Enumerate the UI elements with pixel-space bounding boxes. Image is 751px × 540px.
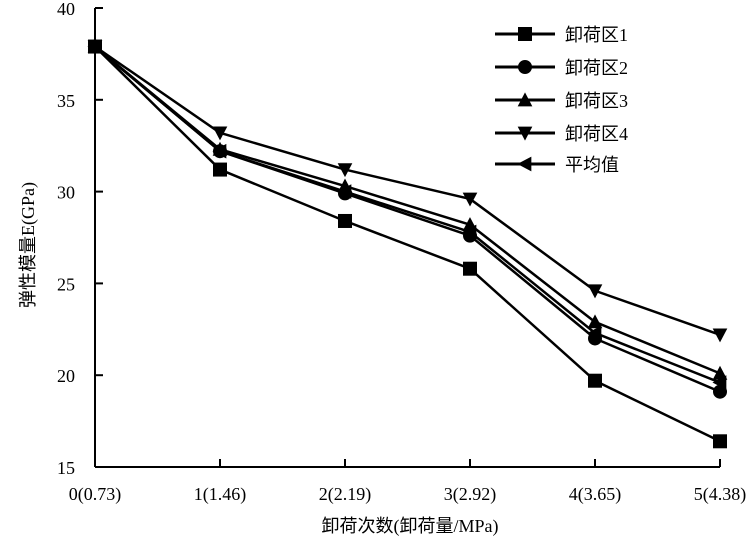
legend-label-5: 平均值 xyxy=(565,155,619,175)
series-1-point-2 xyxy=(338,213,352,228)
series-5-point-2 xyxy=(337,184,352,199)
series-5-point-4 xyxy=(587,325,602,341)
legend-item-3: 卸荷区3 xyxy=(495,91,628,111)
y-tick-label-30: 30 xyxy=(57,183,75,203)
x-tick-label-5: 5(4.38) xyxy=(694,484,747,505)
series-1-point-3 xyxy=(463,261,477,276)
legend-marker-5 xyxy=(517,156,532,172)
x-tick-label-1: 1(1.46) xyxy=(194,484,247,505)
series-4 xyxy=(87,40,728,343)
legend-label-3: 卸荷区3 xyxy=(565,91,628,111)
legend-marker-3 xyxy=(517,92,533,107)
x-tick-label-2: 2(2.19) xyxy=(319,484,372,505)
series-4-point-3 xyxy=(462,192,478,207)
x-tick-label-3: 3(2.92) xyxy=(444,484,497,505)
series-5 xyxy=(87,39,727,390)
series-1-point-4 xyxy=(588,373,602,388)
x-tick-label-0: 0(0.73) xyxy=(69,484,122,505)
legend-label-4: 卸荷区4 xyxy=(565,124,628,144)
y-tick-label-20: 20 xyxy=(57,366,75,386)
series-4-point-4 xyxy=(587,284,603,299)
series-line-1 xyxy=(93,45,722,443)
x-tick-label-4: 4(3.65) xyxy=(569,484,622,505)
series-4-point-1 xyxy=(212,126,228,141)
y-tick-label-15: 15 xyxy=(57,458,75,478)
y-axis-label: 弹性模量E(GPa) xyxy=(18,182,39,308)
x-axis-label: 卸荷次数(卸荷量/MPa) xyxy=(322,516,499,537)
legend-item-1: 卸荷区1 xyxy=(495,25,628,45)
y-tick-label-40: 40 xyxy=(57,0,75,19)
y-tick-label-25: 25 xyxy=(57,274,75,294)
series-line-4 xyxy=(93,45,722,337)
legend-marker-4 xyxy=(517,126,533,141)
series-5-point-3 xyxy=(462,224,477,240)
legend-label-1: 卸荷区1 xyxy=(565,25,628,45)
series-1 xyxy=(88,39,727,449)
series-1-point-1 xyxy=(213,162,227,177)
series-5-point-5 xyxy=(712,375,727,390)
series-line-5 xyxy=(93,45,722,384)
series-4-point-5 xyxy=(712,328,728,343)
legend-item-4: 卸荷区4 xyxy=(495,124,628,144)
legend-label-2: 卸荷区2 xyxy=(565,58,628,78)
legend-item-2: 卸荷区2 xyxy=(495,58,628,78)
series-3 xyxy=(87,38,728,380)
legend-marker-1 xyxy=(518,27,532,41)
legend-item-5: 平均值 xyxy=(495,155,619,175)
series-5-point-1 xyxy=(212,143,227,159)
legend-marker-2 xyxy=(518,60,532,74)
series-2 xyxy=(88,39,727,399)
series-5-point-0 xyxy=(87,39,102,54)
y-tick-label-35: 35 xyxy=(57,91,75,111)
series-layer xyxy=(87,38,728,449)
series-1-point-5 xyxy=(713,434,727,449)
series-4-point-2 xyxy=(337,163,353,178)
series-3-point-4 xyxy=(587,314,603,329)
legend-layer: 卸荷区1 卸荷区2 卸荷区3 卸荷区4 平均值 xyxy=(495,25,628,175)
axes-layer: 15 20 25 30 35 40 0(0.73) 1(1.46) 2(2.19) 3(2.92)… xyxy=(57,0,746,505)
